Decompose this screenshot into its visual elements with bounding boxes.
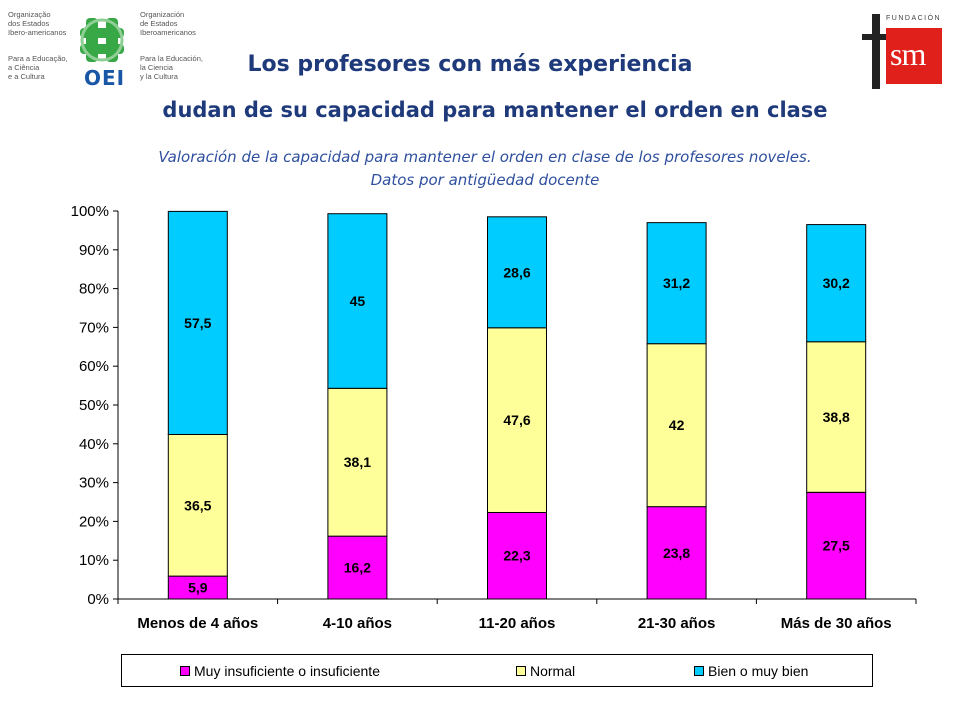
bar-segment bbox=[487, 327, 547, 513]
legend-swatch-normal bbox=[516, 666, 526, 676]
bar-segment bbox=[327, 387, 388, 537]
data-label: 31,2 bbox=[663, 275, 690, 291]
y-tick-label: 30% bbox=[79, 475, 109, 492]
fsm-bar-shape bbox=[872, 14, 880, 89]
legend-item-insuficiente: Muy insuficiente o insuficiente bbox=[180, 663, 380, 679]
data-label: 45 bbox=[350, 293, 366, 309]
stacked-bar-chart: 0% 10% 20% 30% 40% 50% 60% 70% 80% 90% 100% Menos d… bbox=[71, 203, 917, 632]
y-tick-label: 100% bbox=[71, 203, 109, 220]
y-tick-label: 0% bbox=[87, 591, 109, 608]
oei-mark: OEI bbox=[84, 66, 126, 90]
fsm-red-box: sm bbox=[886, 28, 942, 84]
data-label: 23,8 bbox=[663, 545, 690, 561]
data-label: 38,8 bbox=[823, 409, 850, 425]
legend-item-normal: Normal bbox=[516, 663, 575, 679]
y-tick-label: 80% bbox=[79, 281, 109, 298]
x-tick-label: Más de 30 años bbox=[781, 615, 892, 632]
bar-segment bbox=[167, 433, 228, 577]
x-tick-label: Menos de 4 años bbox=[137, 615, 258, 632]
fsm-mark: sm bbox=[890, 36, 926, 72]
bar-segment bbox=[646, 222, 707, 345]
bar-segment bbox=[487, 511, 547, 600]
bar-segment bbox=[806, 224, 867, 343]
oei-logo-mark bbox=[80, 18, 124, 62]
oei-right-sub: Para la Educación, la Ciencia y la Cultu… bbox=[140, 54, 203, 81]
chart-subtitle-line1: Valoración de la capacidad para mantener… bbox=[158, 148, 812, 166]
chart-subtitle-line2: Datos por antigüedad docente bbox=[370, 171, 600, 189]
data-label: 42 bbox=[669, 417, 685, 433]
data-label: 5,9 bbox=[188, 580, 208, 596]
x-tick-label: 11-20 años bbox=[479, 615, 556, 632]
legend-label-normal: Normal bbox=[530, 663, 576, 679]
y-tick-label: 70% bbox=[79, 319, 109, 336]
bar-segment bbox=[327, 213, 388, 389]
data-label: 28,6 bbox=[503, 264, 530, 280]
data-label: 38,1 bbox=[344, 454, 371, 470]
y-tick-label: 90% bbox=[79, 242, 109, 259]
bar-segment bbox=[167, 210, 228, 435]
data-label: 36,5 bbox=[184, 497, 211, 513]
y-tick-label: 20% bbox=[79, 513, 109, 530]
legend-label-bien: Bien o muy bien bbox=[708, 663, 809, 679]
bar-segment bbox=[806, 341, 867, 493]
oei-logo: Organização dos Estados Ibero-americanos… bbox=[8, 8, 208, 90]
legend-label-insuficiente: Muy insuficiente o insuficiente bbox=[194, 663, 380, 679]
fsm-f-shape bbox=[862, 34, 886, 40]
data-label: 16,2 bbox=[344, 560, 371, 576]
data-label: 27,5 bbox=[823, 538, 850, 554]
page-title-line2: dudan de su capacidad para mantener el o… bbox=[162, 98, 828, 122]
y-tick-label: 60% bbox=[79, 358, 109, 375]
x-tick-label: 4-10 años bbox=[323, 615, 392, 632]
oei-right-text: Organización de Estados Iberoamericanos bbox=[140, 10, 196, 37]
bar-segment bbox=[487, 216, 547, 329]
legend-swatch-insuficiente bbox=[180, 666, 190, 676]
page-title-line1: Los profesores con más experiencia bbox=[247, 52, 693, 77]
data-label: 57,5 bbox=[184, 315, 211, 331]
bar-segment bbox=[327, 535, 388, 600]
fsm-fundacion-text: FUNDACIÓN bbox=[886, 15, 942, 22]
oei-left-sub: Para a Educação, a Ciência e a Cultura bbox=[8, 54, 68, 81]
x-tick-label: 21-30 años bbox=[638, 615, 716, 632]
y-tick-label: 10% bbox=[79, 552, 109, 569]
bar-segment bbox=[646, 343, 707, 508]
oei-left-text: Organização dos Estados Ibero-americanos bbox=[8, 10, 67, 37]
bar-segment bbox=[646, 506, 707, 600]
data-label: 22,3 bbox=[503, 548, 530, 564]
data-label: 30,2 bbox=[823, 275, 850, 291]
legend-swatch-bien bbox=[694, 666, 704, 676]
chart-legend: Muy insuficiente o insuficiente Normal B… bbox=[121, 654, 873, 687]
chart-subtitle: Valoración de la capacidad para mantener… bbox=[0, 146, 960, 192]
y-tick-label: 40% bbox=[79, 436, 109, 453]
y-tick-label: 50% bbox=[79, 397, 109, 414]
data-label: 47,6 bbox=[503, 412, 530, 428]
legend-item-bien: Bien o muy bien bbox=[694, 663, 808, 679]
